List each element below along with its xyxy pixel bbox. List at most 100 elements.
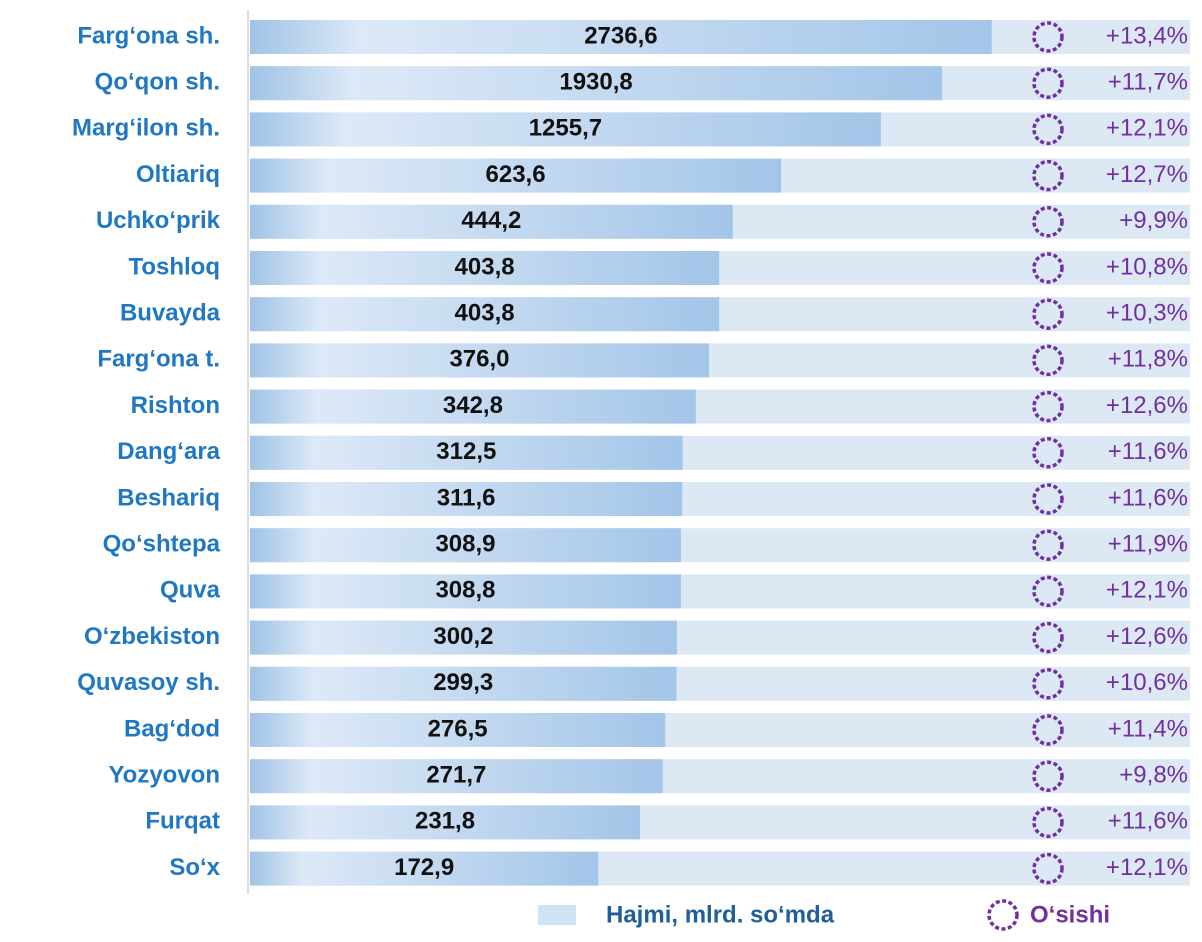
growth-icon <box>1032 252 1064 284</box>
legend-label: Hajmi, mlrd. so‘mda <box>606 901 835 928</box>
bar <box>250 389 696 424</box>
value-label: 276,5 <box>428 715 488 742</box>
growth-label: +12,1% <box>1106 115 1188 142</box>
bar <box>250 435 683 470</box>
growth-label: +10,3% <box>1106 300 1188 327</box>
value-label: 1255,7 <box>529 115 602 142</box>
legend-swatch <box>538 905 576 925</box>
category-label: Uchko‘prik <box>96 207 221 234</box>
bar <box>250 528 681 563</box>
value-label: 172,9 <box>394 854 454 881</box>
growth-icon <box>1032 206 1064 238</box>
category-label: Quvasoy sh. <box>77 669 220 696</box>
category-label: Furqat <box>145 808 220 835</box>
growth-label: +11,8% <box>1108 346 1188 373</box>
bar <box>250 666 677 701</box>
bar <box>250 20 992 54</box>
value-label: 376,0 <box>449 346 509 373</box>
growth-icon <box>1032 575 1064 608</box>
value-label: 444,2 <box>461 207 521 234</box>
bar <box>250 251 720 285</box>
growth-label: +9,9% <box>1119 207 1188 234</box>
growth-label: +10,6% <box>1106 669 1188 696</box>
bar <box>250 112 881 147</box>
bar <box>250 620 677 655</box>
growth-label: +12,1% <box>1106 577 1188 604</box>
value-label: 271,7 <box>426 762 486 789</box>
category-label: Rishton <box>131 392 220 419</box>
growth-icon <box>1032 483 1064 515</box>
value-label: 403,8 <box>455 300 515 327</box>
bar <box>250 66 943 101</box>
legend-label: O‘sishi <box>1030 901 1110 928</box>
value-label: 311,6 <box>437 484 496 511</box>
growth-icon <box>1032 760 1064 792</box>
growth-label: +9,8% <box>1119 762 1188 789</box>
growth-icon <box>1032 298 1064 330</box>
growth-label: +11,6% <box>1108 808 1188 835</box>
value-label: 403,8 <box>455 253 515 280</box>
growth-label: +11,4% <box>1108 715 1188 742</box>
category-label: Buvayda <box>120 300 221 327</box>
value-label: 1930,8 <box>559 69 632 96</box>
value-label: 308,9 <box>435 531 495 558</box>
growth-icon <box>1032 806 1064 839</box>
growth-icon <box>1032 529 1064 561</box>
growth-label: +12,1% <box>1106 854 1188 881</box>
value-label: 312,5 <box>436 438 496 465</box>
growth-label: +12,7% <box>1106 161 1188 188</box>
growth-label: +12,6% <box>1106 392 1188 419</box>
growth-icon <box>1032 714 1064 746</box>
category-label: Quva <box>160 577 221 604</box>
category-label: Beshariq <box>117 484 220 511</box>
bar <box>250 759 663 794</box>
legend-icon <box>987 899 1019 931</box>
bar <box>250 574 681 609</box>
category-label: Farg‘ona sh. <box>77 22 220 49</box>
growth-icon <box>1032 437 1064 469</box>
bar <box>250 482 683 516</box>
bar <box>250 158 782 193</box>
growth-label: +10,8% <box>1106 253 1188 280</box>
value-label: 342,8 <box>443 392 503 419</box>
growth-icon <box>1032 668 1064 700</box>
growth-icon <box>1032 390 1064 423</box>
value-label: 300,2 <box>433 623 493 650</box>
growth-label: +11,6% <box>1108 484 1188 511</box>
growth-icon <box>1032 67 1064 99</box>
category-label: Bag‘dod <box>124 715 220 742</box>
category-label: Qo‘qon sh. <box>95 69 220 96</box>
value-label: 299,3 <box>433 669 493 696</box>
bar <box>250 343 709 378</box>
category-label: O‘zbekiston <box>84 623 220 650</box>
growth-label: +12,6% <box>1106 623 1188 650</box>
category-label: Dang‘ara <box>117 438 220 465</box>
category-label: Marg‘ilon sh. <box>72 115 220 142</box>
growth-label: +11,7% <box>1108 69 1188 96</box>
value-label: 308,8 <box>435 577 495 604</box>
growth-label: +13,4% <box>1106 22 1188 49</box>
growth-icon <box>1032 159 1064 192</box>
category-label: Yozyovon <box>108 762 220 789</box>
growth-icon <box>1032 113 1064 146</box>
value-label: 2736,6 <box>584 22 657 49</box>
growth-icon <box>1032 621 1064 654</box>
growth-label: +11,9% <box>1108 531 1188 558</box>
bar <box>250 713 666 747</box>
bar <box>250 297 720 332</box>
growth-icon <box>1032 21 1064 53</box>
value-label: 623,6 <box>486 161 546 188</box>
bar <box>250 204 733 239</box>
growth-icon <box>1032 852 1064 885</box>
category-label: Qo‘shtepa <box>103 531 221 558</box>
category-label: Toshloq <box>128 253 220 280</box>
bar <box>250 805 641 840</box>
category-label: Farg‘ona t. <box>97 346 220 373</box>
growth-label: +11,6% <box>1108 438 1188 465</box>
value-label: 231,8 <box>415 808 475 835</box>
category-label: Oltiariq <box>136 161 220 188</box>
bar <box>250 851 599 886</box>
category-label: So‘x <box>169 854 220 881</box>
growth-icon <box>1032 344 1064 377</box>
